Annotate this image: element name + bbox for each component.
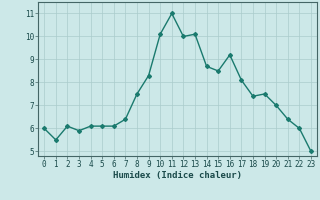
- X-axis label: Humidex (Indice chaleur): Humidex (Indice chaleur): [113, 171, 242, 180]
